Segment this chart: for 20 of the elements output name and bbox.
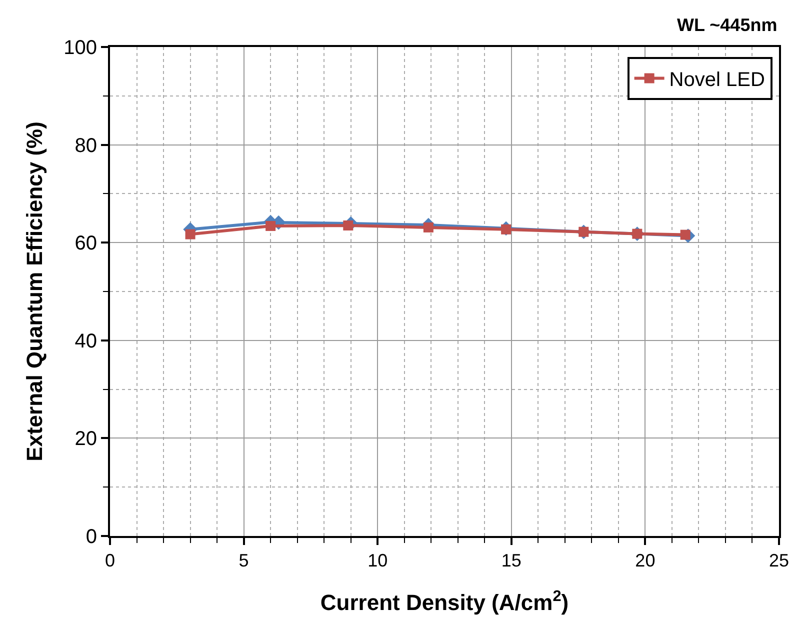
x-axis-title: Current Density (A/cm$^{2}$) (320, 588, 569, 615)
x-tick-label: 20 (635, 550, 656, 571)
x-tick-label: 25 (768, 550, 790, 571)
text: WL ~445nm (677, 15, 778, 35)
legend-label: Novel LED (669, 69, 765, 92)
y-tick-label: 0 (86, 526, 97, 548)
y-tick-label: 60 (74, 232, 97, 255)
y-tick-label: 20 (74, 428, 97, 450)
point (266, 220, 276, 231)
point (185, 229, 196, 240)
point (343, 220, 354, 230)
y-tick-label: 100 (64, 37, 97, 59)
y-tick-label: 80 (74, 134, 97, 157)
x-tick-label: 10 (368, 550, 388, 571)
x-tick-label: 5 (238, 550, 249, 571)
point (423, 222, 434, 232)
y-tick-label: 40 (74, 330, 97, 352)
x-tick-label: 0 (104, 550, 116, 571)
x-tick-label: 15 (501, 550, 522, 571)
y-axis-title: External Quantum Efficiency (%) (22, 122, 47, 462)
